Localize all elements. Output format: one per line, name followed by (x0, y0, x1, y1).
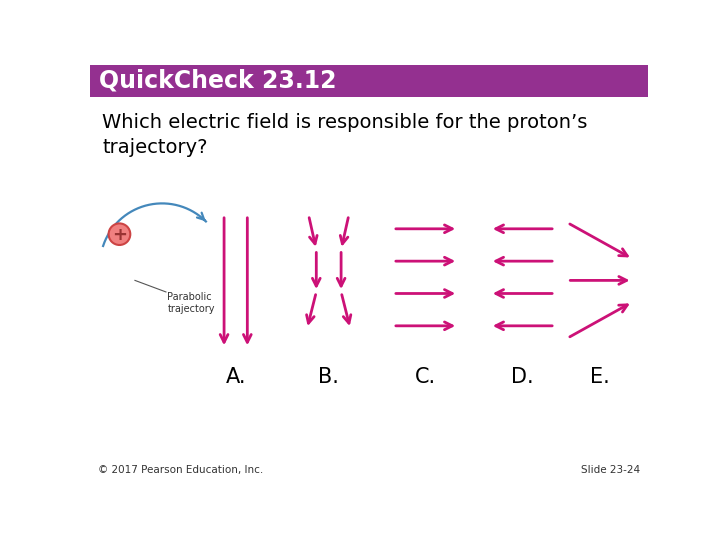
Text: Which electric field is responsible for the proton’s
trajectory?: Which electric field is responsible for … (102, 112, 588, 157)
FancyBboxPatch shape (90, 65, 648, 97)
Circle shape (109, 224, 130, 245)
Text: B.: B. (318, 367, 339, 387)
Text: C.: C. (415, 367, 436, 387)
Text: +: + (112, 226, 127, 244)
Text: D.: D. (511, 367, 534, 387)
Text: Slide 23-24: Slide 23-24 (581, 465, 640, 475)
Text: Parabolic
trajectory: Parabolic trajectory (168, 292, 215, 314)
Text: QuickCheck 23.12: QuickCheck 23.12 (99, 69, 337, 93)
Text: © 2017 Pearson Education, Inc.: © 2017 Pearson Education, Inc. (98, 465, 263, 475)
Text: E.: E. (590, 367, 610, 387)
Text: A.: A. (225, 367, 246, 387)
